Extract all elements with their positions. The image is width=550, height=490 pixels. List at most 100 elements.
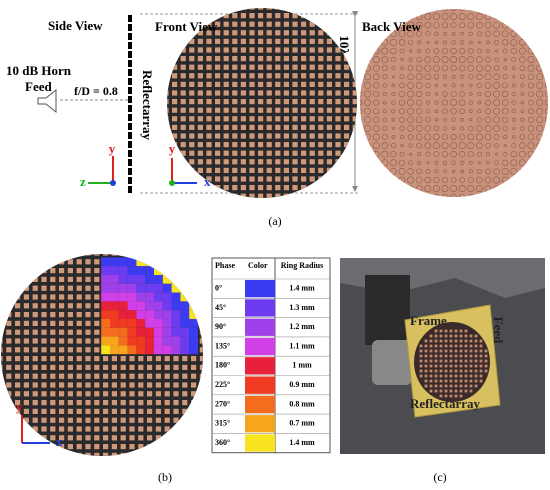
patch <box>469 344 473 348</box>
ring <box>381 56 389 63</box>
patch <box>199 329 203 335</box>
patch <box>424 349 428 353</box>
patch <box>85 356 91 362</box>
patch <box>240 176 246 182</box>
patch <box>199 444 203 450</box>
ring <box>502 39 509 46</box>
patch <box>50 347 56 353</box>
patch <box>172 81 178 87</box>
ring <box>407 168 414 175</box>
patch <box>189 124 195 130</box>
patch <box>292 193 298 198</box>
patch <box>266 133 272 139</box>
patch <box>1 254 3 256</box>
patch <box>301 185 307 191</box>
patch <box>32 391 38 397</box>
patch <box>103 364 109 370</box>
ring <box>511 83 516 88</box>
patch <box>283 81 289 87</box>
ring <box>459 133 466 141</box>
patch <box>326 47 332 53</box>
patch <box>189 73 195 79</box>
ring <box>458 56 466 64</box>
patch <box>197 176 203 182</box>
patch <box>50 444 56 450</box>
patch <box>180 56 186 62</box>
patch <box>15 347 21 353</box>
patch <box>424 374 428 378</box>
patch <box>191 364 197 370</box>
patch <box>32 408 38 414</box>
ring <box>460 126 465 131</box>
patch <box>444 384 448 388</box>
patch <box>6 329 12 335</box>
patch <box>180 116 186 122</box>
ring <box>433 194 440 197</box>
ring <box>382 9 388 11</box>
patch <box>50 294 56 300</box>
patch <box>189 99 195 105</box>
patch <box>429 349 433 353</box>
patch <box>76 435 82 441</box>
patch <box>32 254 38 256</box>
patch <box>283 176 289 182</box>
patch <box>344 99 350 105</box>
patch <box>335 150 341 156</box>
patch <box>172 38 178 44</box>
patch <box>147 373 153 379</box>
patch <box>85 312 91 318</box>
patch <box>283 116 289 122</box>
patch <box>155 400 161 406</box>
patch <box>94 259 100 265</box>
patch <box>326 133 332 139</box>
patch <box>147 408 153 414</box>
patch <box>240 73 246 79</box>
patch <box>206 133 212 139</box>
patch <box>59 382 65 388</box>
ring <box>518 150 526 158</box>
patch <box>1 294 3 300</box>
patch <box>189 185 195 191</box>
patch <box>6 400 12 406</box>
patch <box>6 444 12 450</box>
patch <box>326 81 332 87</box>
patch <box>232 8 238 10</box>
ring <box>392 127 395 130</box>
patch <box>449 339 453 343</box>
patch <box>59 356 65 362</box>
patch <box>459 339 463 343</box>
patch <box>197 56 203 62</box>
patch <box>155 356 161 362</box>
patch <box>138 373 144 379</box>
patch <box>182 382 188 388</box>
patch <box>155 408 161 414</box>
patch <box>223 99 229 105</box>
ring <box>546 40 548 45</box>
patch <box>191 408 197 414</box>
ring <box>399 48 405 54</box>
ring <box>415 73 423 81</box>
patch <box>249 116 255 122</box>
ring <box>441 133 449 141</box>
phase-cell <box>145 345 154 355</box>
patch <box>240 142 246 148</box>
patch <box>240 56 246 62</box>
patch <box>120 382 126 388</box>
patch <box>1 329 3 335</box>
patch <box>206 99 212 105</box>
patch <box>283 30 289 36</box>
patch <box>215 47 221 53</box>
phase-cell <box>118 319 128 328</box>
patch <box>240 81 246 87</box>
patch <box>318 133 324 139</box>
patch <box>59 312 65 318</box>
ring <box>407 65 414 71</box>
ring <box>364 116 372 124</box>
ring <box>364 99 372 107</box>
patch <box>155 452 161 456</box>
patch <box>206 38 212 44</box>
ring <box>399 125 405 131</box>
ring <box>460 83 464 88</box>
ring <box>511 143 517 149</box>
patch <box>335 167 341 173</box>
